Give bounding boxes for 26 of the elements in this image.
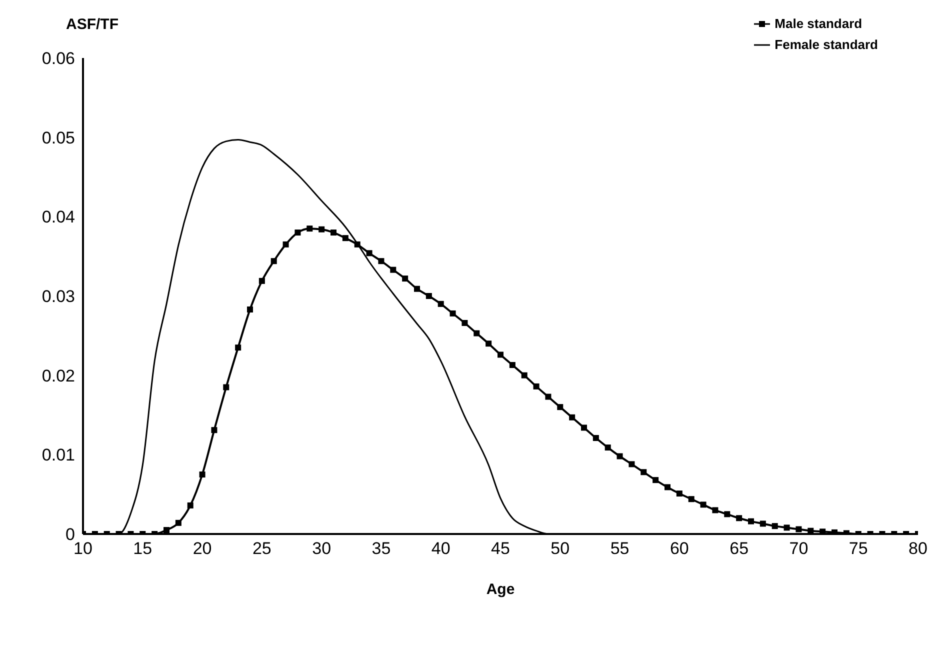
y-tick-label: 0.01 [42, 446, 75, 465]
x-tick-label: 10 [74, 539, 92, 558]
x-tick-label: 70 [789, 539, 808, 558]
x-tick-label: 55 [610, 539, 630, 558]
legend-label: Male standard [774, 16, 862, 31]
y-tick-label: 0.06 [42, 49, 75, 68]
x-tick-label: 30 [312, 539, 332, 558]
x-tick-label: 80 [908, 539, 928, 558]
x-tick-label: 50 [550, 539, 570, 558]
x-tick-label: 60 [670, 539, 689, 558]
y-tick-label: 0.02 [42, 366, 75, 386]
y-axis-title: ASF/TF [66, 16, 118, 33]
x-tick-label: 45 [491, 539, 510, 558]
y-tick-label: 0 [66, 525, 75, 544]
x-tick-label: 75 [848, 539, 868, 558]
x-tick-label: 15 [133, 539, 152, 558]
legend-label: Female standard [774, 37, 878, 52]
y-tick-label: 0.03 [42, 287, 75, 306]
x-tick-label: 20 [192, 539, 212, 558]
x-tick-label: 35 [372, 539, 391, 558]
y-tick-label: 0.04 [42, 208, 75, 227]
x-tick-label: 40 [431, 539, 450, 558]
x-axis-title: Age [486, 581, 515, 598]
x-tick-label: 65 [730, 539, 749, 558]
y-tick-label: 0.05 [42, 128, 75, 148]
x-tick-label: 25 [252, 539, 272, 558]
